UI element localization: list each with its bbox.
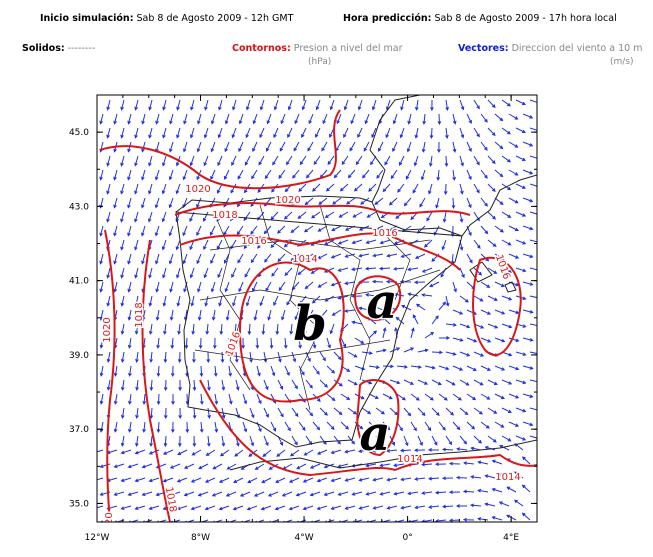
value: Sab 8 de Agosto 2009 - 17h hora local	[435, 13, 617, 24]
header-info: Hora predicción: Sab 8 de Agosto 2009 - …	[343, 13, 617, 24]
legend-item: Solidos: --------	[22, 43, 95, 54]
map-frame	[96, 94, 538, 523]
legend-item: Contornos: Presion a nivel del mar	[232, 43, 403, 54]
label: Hora predicción:	[343, 13, 431, 24]
unit: (m/s)	[610, 57, 634, 67]
contour-label: 1014	[495, 472, 520, 483]
header-info: Inicio simulación: Sab 8 de Agosto 2009 …	[40, 13, 294, 24]
lat-label: 35.0	[69, 499, 89, 509]
contour-label: 1014	[292, 254, 317, 265]
lon-label: 12°W	[85, 533, 110, 543]
lat-label: 43.0	[69, 202, 89, 212]
contour-label: 1020	[275, 195, 300, 206]
lat-label: 41.0	[69, 277, 89, 287]
label: Vectores:	[458, 43, 509, 54]
label: Inicio simulación:	[40, 13, 134, 24]
label: Solidos:	[22, 43, 65, 54]
contour-label: 1018	[212, 210, 237, 221]
contour-label: 1020	[102, 317, 113, 342]
low-marker: b	[293, 296, 327, 352]
lon-label: 8°W	[191, 533, 210, 543]
lat-label: 39.0	[69, 351, 89, 361]
contour-label: 1020	[185, 184, 210, 195]
lon-label: 4°E	[503, 533, 519, 543]
value: Presion a nivel del mar	[294, 43, 403, 54]
label: Contornos:	[232, 43, 291, 54]
lat-label: 37.0	[69, 425, 89, 435]
contour-label: 1016	[241, 236, 266, 247]
contour-label: 1018	[134, 302, 145, 327]
unit: (hPa)	[308, 57, 331, 67]
pressure-contours	[99, 109, 537, 522]
contour-label: 1016	[372, 228, 397, 239]
wind-vectors	[97, 99, 537, 522]
high-marker: a	[366, 274, 397, 330]
contour-label: 1014	[397, 454, 422, 465]
high-marker: a	[359, 406, 390, 462]
value: --------	[68, 43, 95, 54]
value: Direccion del viento a 10 m	[512, 43, 643, 54]
legend-item: Vectores: Direccion del viento a 10 m	[458, 43, 642, 54]
contour-label: 1020	[104, 512, 115, 537]
contour-label: 1016	[493, 253, 512, 281]
value: Sab 8 de Agosto 2009 - 12h GMT	[137, 13, 294, 24]
axes: 45.0 43.0 41.0 39.0 37.0 35.0 12°W 8°W 4°W 0° 4°E	[69, 94, 538, 543]
lon-label: 4°W	[294, 533, 313, 543]
wind-arrows	[97, 99, 537, 522]
lon-label: 0°	[402, 533, 412, 543]
lat-label: 45.0	[69, 128, 89, 138]
